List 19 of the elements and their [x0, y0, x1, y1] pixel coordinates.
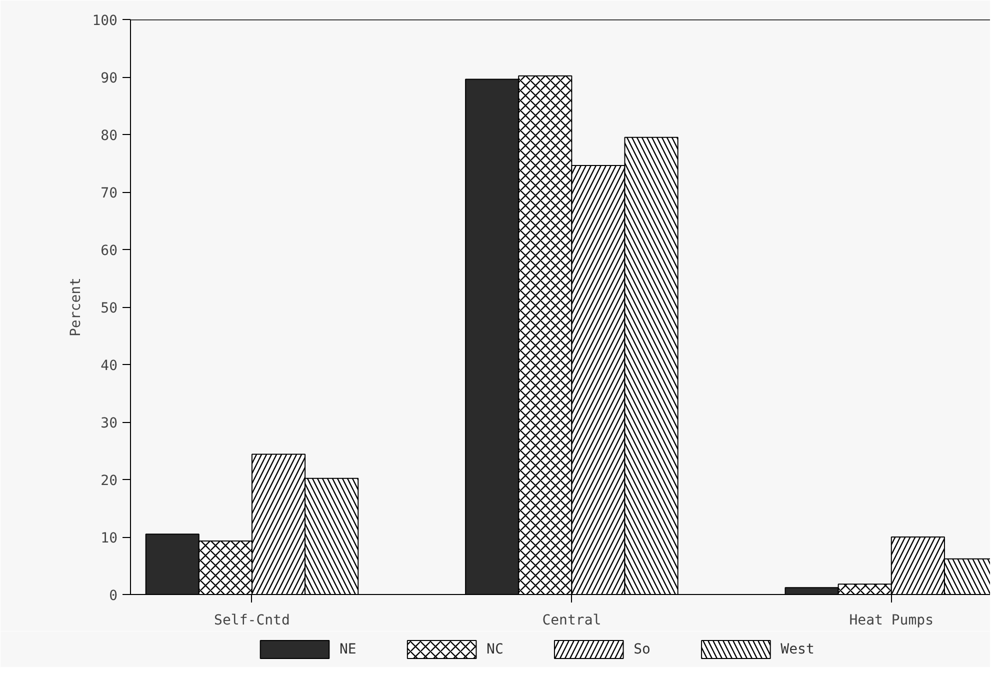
- y-tick-label: 60: [100, 243, 118, 259]
- y-axis-title: Percent: [68, 277, 84, 336]
- y-tick-label: 50: [100, 300, 118, 316]
- y-tick-label: 90: [100, 70, 118, 86]
- y-tick-label: 70: [100, 186, 118, 202]
- y-tick-label: 0: [109, 588, 118, 604]
- legend-label: NE: [339, 642, 356, 658]
- legend-label: NC: [486, 642, 504, 658]
- x-tick-label: Central: [542, 612, 602, 628]
- legend-label: West: [780, 642, 814, 658]
- y-tick-label: 30: [100, 416, 118, 432]
- x-tick-label: Self-Cntd: [214, 612, 290, 628]
- y-tick-label: 80: [100, 128, 118, 144]
- y-tick-label: 40: [100, 358, 118, 374]
- y-tick-label: 100: [92, 13, 118, 29]
- legend-label: So: [634, 642, 650, 658]
- y-tick-label: 20: [100, 473, 118, 489]
- y-tick-label: 10: [100, 530, 118, 546]
- x-tick-label: Heat Pumps: [849, 612, 934, 628]
